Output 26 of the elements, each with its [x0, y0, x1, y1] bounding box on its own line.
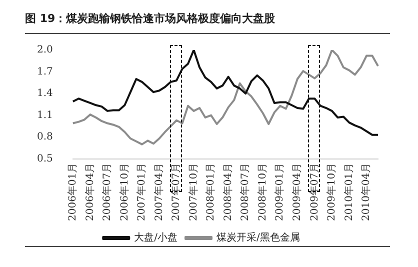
x-tick-label: 2008年10月 — [256, 162, 268, 222]
x-tick-label: 2009年10月 — [326, 162, 338, 222]
x-tick-label: 2006年07月 — [101, 162, 114, 222]
x-tick-label: 2007年01月 — [136, 162, 148, 222]
x-tick-label: 2008年07月 — [239, 162, 252, 222]
x-tick-label: 2006年01月 — [66, 162, 78, 222]
x-tick-label: 2009年01月 — [274, 162, 286, 222]
x-tick-label: 2008年01月 — [204, 162, 217, 222]
x-tick-label: 2007年10月 — [187, 162, 200, 222]
x-tick-label: 2006年04月 — [84, 162, 96, 222]
y-tick-label: 2.0 — [36, 44, 53, 56]
y-tick-label: 0.5 — [36, 153, 53, 164]
x-tick-label: 2010年01月 — [342, 162, 355, 222]
y-tick-label: 0.8 — [36, 132, 53, 143]
legend-label: 煤炭开采/黑色金属 — [216, 232, 300, 244]
y-tick-label: 1.4 — [36, 88, 53, 100]
y-tick-label: 1.7 — [36, 66, 53, 78]
x-tick-label: 2006年10月 — [118, 162, 130, 222]
x-tick-label: 2008年04月 — [222, 162, 234, 222]
x-tick-label: 2010年04月 — [360, 162, 372, 222]
x-tick-label: 2009年07月 — [308, 162, 320, 222]
legend-label: 大盘/小盘 — [134, 232, 178, 244]
y-tick-label: 1.1 — [36, 110, 53, 121]
chart-title: 图 19：煤炭跑输钢铁恰逢市场风格极度偏向大盘股 — [25, 11, 276, 26]
x-tick-label: 2007年04月 — [152, 162, 165, 222]
x-tick-label: 2009年04月 — [291, 162, 303, 222]
